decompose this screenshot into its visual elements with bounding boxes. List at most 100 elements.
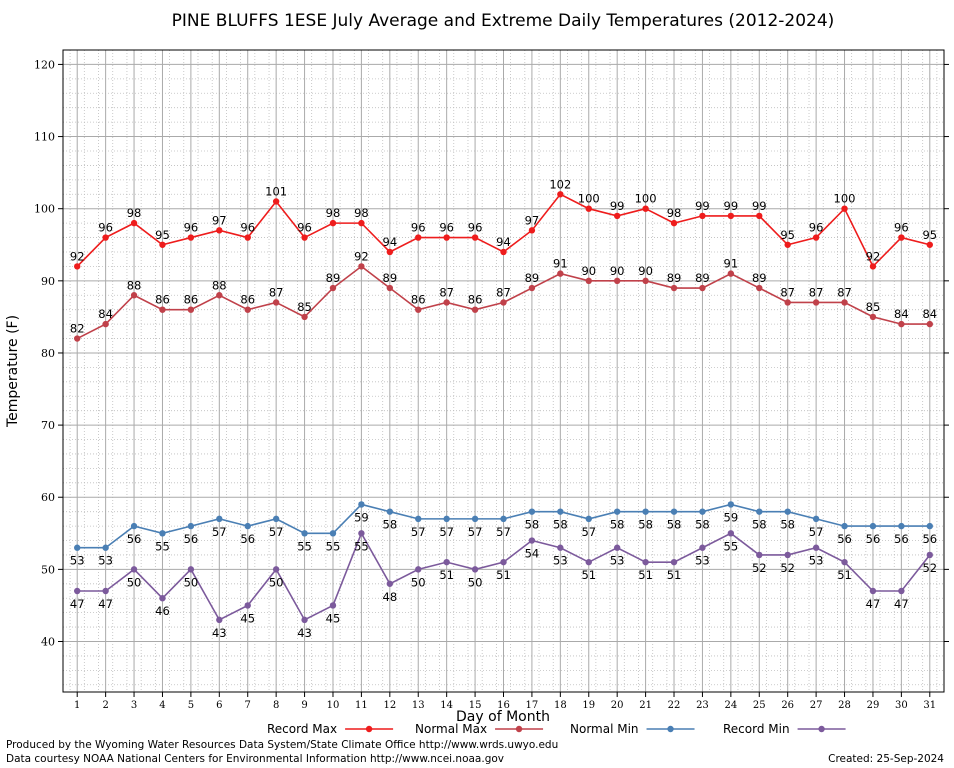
normal-min-point <box>756 508 763 515</box>
x-tick-label: 25 <box>753 700 766 711</box>
x-tick-label: 15 <box>469 700 482 711</box>
record-max-data-label: 92 <box>866 249 881 263</box>
record-max-data-label: 96 <box>184 221 199 235</box>
normal-min-point <box>74 544 81 551</box>
x-tick-label: 4 <box>159 700 165 711</box>
legend-swatch-marker-normal-min <box>667 725 674 733</box>
minor-grid <box>63 49 944 692</box>
normal-min-point <box>329 530 337 537</box>
normal-max-point <box>415 306 422 313</box>
record-max-data-label: 102 <box>549 177 571 191</box>
record-max-data-label: 98 <box>354 206 369 220</box>
normal-min-data-label: 56 <box>184 532 199 546</box>
record-max-point <box>727 212 735 220</box>
normal-max-data-label: 88 <box>127 278 142 292</box>
x-tick-label: 16 <box>497 700 510 711</box>
record-max-data-label: 100 <box>578 192 600 206</box>
record-min-data-label: 52 <box>922 561 937 575</box>
record-min-point <box>699 544 706 551</box>
normal-max-data-label: 89 <box>752 271 767 285</box>
record-max-point <box>471 234 479 241</box>
normal-max-data-label: 86 <box>155 293 170 307</box>
normal-max-point <box>756 284 763 292</box>
record-max-point <box>329 219 337 227</box>
x-tick-label: 9 <box>301 700 307 711</box>
record-min-data-label: 54 <box>525 547 540 561</box>
record-min-data-label: 43 <box>212 626 227 640</box>
record-max-data-label: 99 <box>610 199 625 213</box>
normal-min-data-label: 56 <box>922 532 937 546</box>
x-tick-label: 6 <box>216 700 222 711</box>
normal-max-data-label: 89 <box>525 271 540 285</box>
normal-min-data-label: 57 <box>581 525 596 539</box>
normal-max-point <box>613 277 621 285</box>
record-min-point <box>613 544 621 551</box>
normal-min-data-label: 53 <box>98 554 113 568</box>
normal-max-point <box>386 284 394 292</box>
normal-max-data-label: 87 <box>269 285 284 299</box>
record-min-data-label: 53 <box>610 554 625 568</box>
record-max-point <box>102 234 109 241</box>
data-labels-layer: 92 96 98 95 96 97 96 101 96 98 98 94 96 96 96 94 97 102 10… <box>70 177 937 640</box>
record-min-data-label: 48 <box>383 590 398 604</box>
x-tick-label: 30 <box>895 700 908 711</box>
y-tick-label: 50 <box>41 563 55 576</box>
normal-max-data-label: 90 <box>610 264 625 278</box>
normal-min-point <box>187 522 195 530</box>
normal-min-point <box>500 515 507 523</box>
normal-max-point <box>898 320 905 328</box>
normal-max-point <box>812 299 820 306</box>
normal-min-point <box>898 522 905 530</box>
x-axis-title: Day of Month <box>456 709 550 725</box>
normal-min-point <box>130 522 138 530</box>
record-min-data-label: 51 <box>667 568 682 582</box>
record-max-point <box>272 198 280 205</box>
y-tick-label: 60 <box>41 491 55 504</box>
x-tick-label: 31 <box>923 700 936 711</box>
record-max-point <box>613 212 621 220</box>
normal-min-point <box>841 522 848 530</box>
record-max-point <box>159 241 166 248</box>
x-tick-label: 2 <box>102 700 108 711</box>
record-max-point <box>756 212 763 220</box>
normal-min-point <box>869 522 877 530</box>
normal-max-data-label: 87 <box>439 285 454 299</box>
record-max-point <box>74 263 81 270</box>
normal-max-point <box>102 320 109 328</box>
legend: Record Max Normal Max Normal Min Record Min <box>267 722 846 736</box>
normal-max-point <box>74 335 81 342</box>
normal-min-point <box>358 501 365 508</box>
x-tick-label: 12 <box>383 700 396 711</box>
legend-swatch-marker-record-max <box>365 725 373 733</box>
normal-max-point <box>187 306 195 313</box>
y-tick-label: 120 <box>34 58 55 71</box>
record-min-point <box>557 544 564 551</box>
record-min-point <box>102 587 109 595</box>
record-min-data-label: 45 <box>326 611 341 625</box>
normal-max-point <box>500 299 507 306</box>
record-min-data-label: 47 <box>98 597 113 611</box>
record-max-point <box>670 219 678 227</box>
record-min-data-label: 50 <box>127 575 142 589</box>
normal-min-point <box>216 515 223 523</box>
record-min-data-label: 52 <box>780 561 795 575</box>
record-max-point <box>187 234 195 241</box>
footer-data-source-line: Data courtesy NOAA National Centers for … <box>6 753 504 765</box>
normal-max-data-label: 86 <box>411 293 426 307</box>
record-max-point <box>386 248 394 256</box>
record-max-point <box>301 234 308 241</box>
normal-min-data-label: 57 <box>809 525 824 539</box>
x-axis-ticks: 1 2 3 4 5 6 7 8 9 10 11 12 13 14 15 16 17 18 19 20 21 22 23 24 2… <box>74 692 936 711</box>
normal-min-data-label: 57 <box>411 525 426 539</box>
normal-min-data-label: 58 <box>780 518 795 532</box>
record-max-data-label: 97 <box>525 213 540 227</box>
record-max-data-label: 96 <box>98 221 113 235</box>
record-max-data-label: 95 <box>155 228 170 242</box>
record-max-point <box>699 212 706 220</box>
record-min-point <box>386 580 394 587</box>
record-max-data-label: 92 <box>70 249 85 263</box>
legend-label-normal-max: Normal Max <box>415 722 487 736</box>
record-max-point <box>528 227 536 234</box>
normal-min-point <box>159 530 166 537</box>
normal-max-point <box>159 306 166 313</box>
